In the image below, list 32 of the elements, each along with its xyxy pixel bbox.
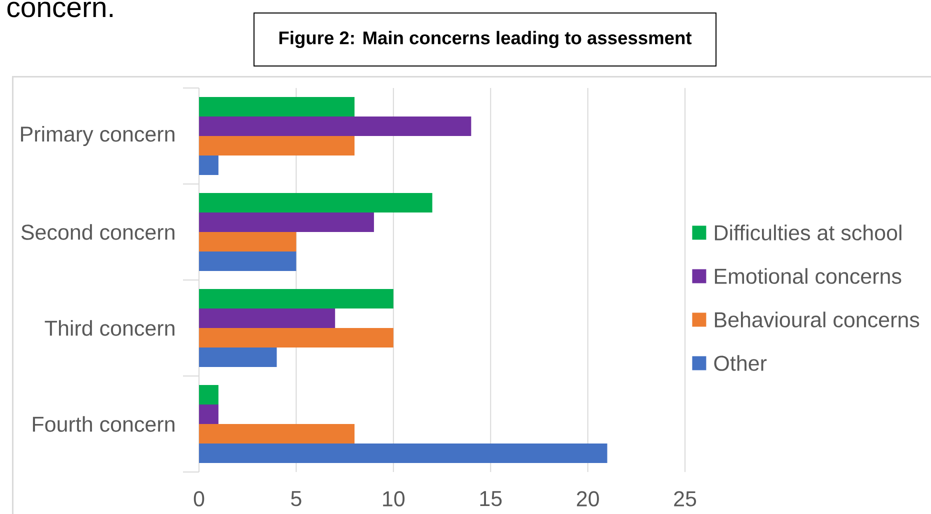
bar <box>199 116 472 136</box>
x-tick-label: 0 <box>194 491 204 506</box>
bar <box>199 212 374 232</box>
legend-label: Difficulties at school <box>714 224 902 240</box>
bar <box>199 424 355 444</box>
bar <box>199 251 296 271</box>
legend-label: Other <box>714 355 767 371</box>
y-tick-label: Third concern <box>44 320 174 336</box>
y-tick-label: Second concern <box>21 224 174 240</box>
bar <box>199 96 355 116</box>
legend-label: Behavioural concerns <box>714 312 920 328</box>
chart-title: Figure 2: Main concerns leading to assessment <box>279 30 692 48</box>
bar <box>199 347 277 367</box>
x-tick-label: 5 <box>291 491 302 506</box>
x-tick-label: 15 <box>480 491 502 506</box>
x-tick-label: 10 <box>383 491 405 506</box>
bar <box>199 404 218 424</box>
y-tick-label: Fourth concern <box>32 416 174 432</box>
bar <box>199 192 432 212</box>
bar <box>199 308 336 328</box>
legend-label: Emotional concerns <box>714 268 902 284</box>
bar <box>199 155 218 175</box>
bar <box>199 328 394 348</box>
text: concern. <box>7 2 113 18</box>
bar <box>199 288 394 308</box>
bar <box>199 232 296 252</box>
x-tick-label: 25 <box>674 491 696 506</box>
bar <box>199 384 218 404</box>
bar <box>199 443 608 463</box>
bar <box>199 136 355 156</box>
y-tick-label: Primary concern <box>21 126 174 146</box>
x-tick-label: 20 <box>576 491 599 506</box>
